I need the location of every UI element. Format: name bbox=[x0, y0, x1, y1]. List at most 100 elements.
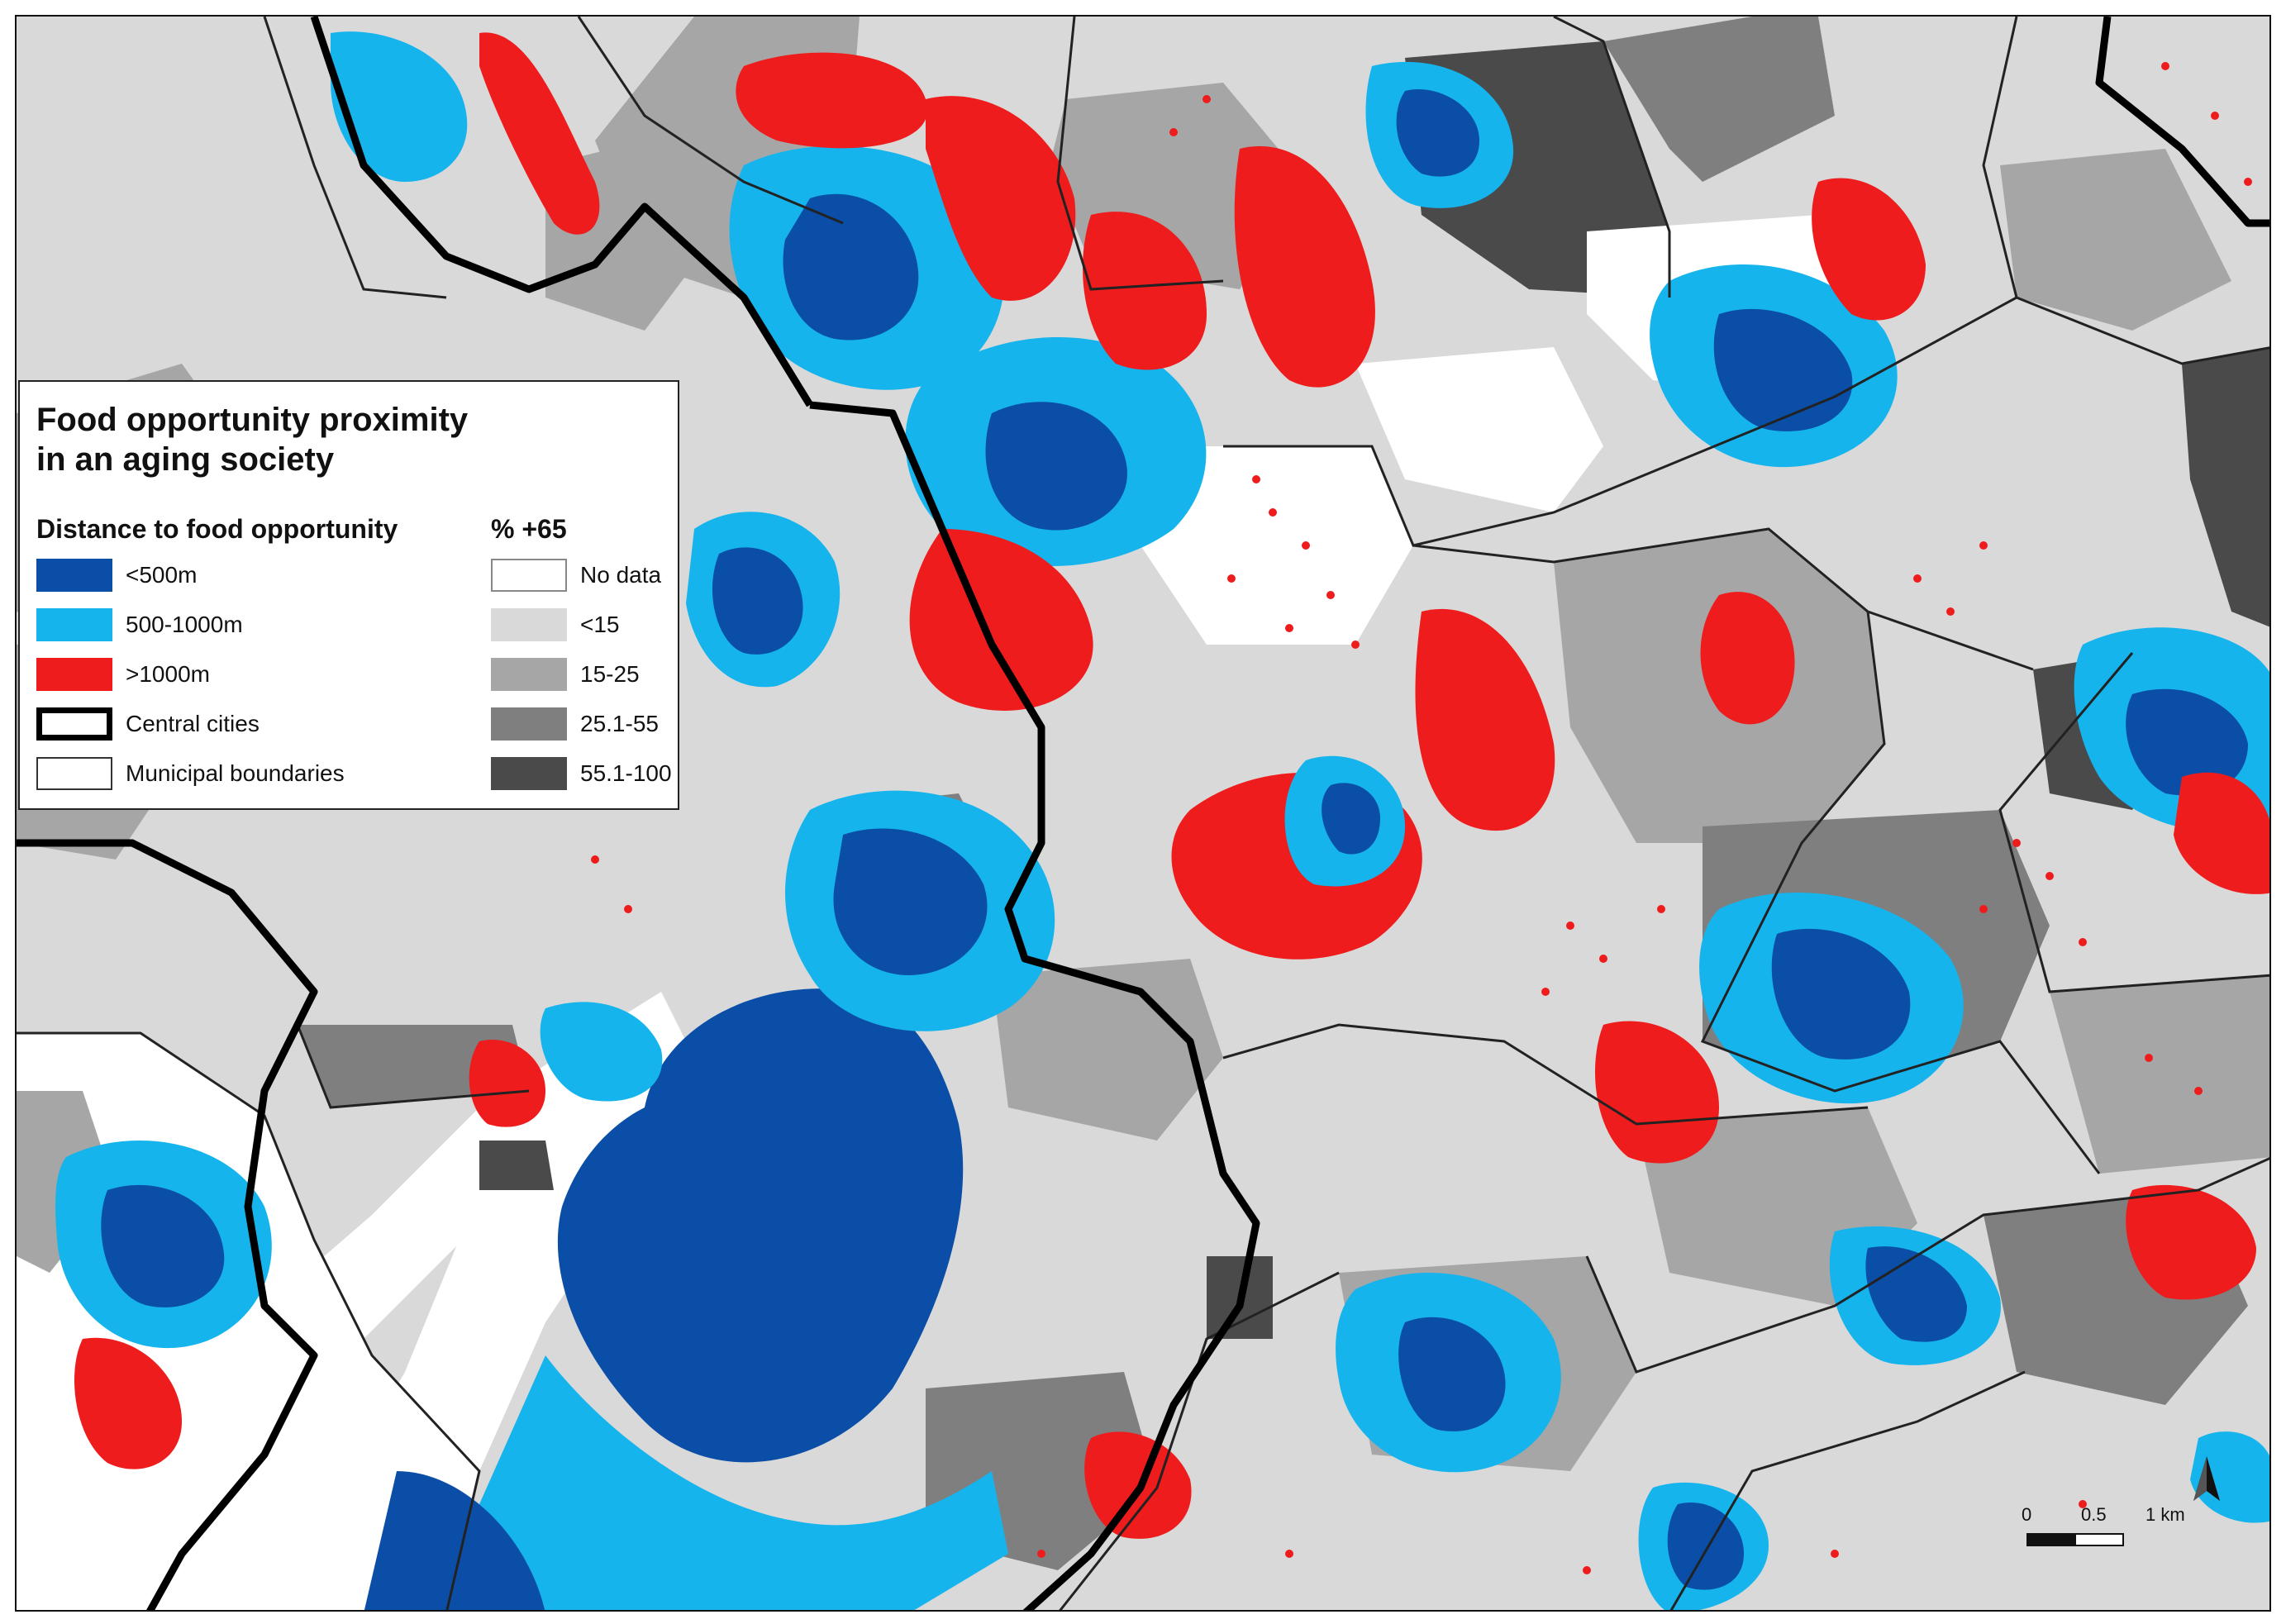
distance-area-over-1000m bbox=[479, 32, 600, 235]
red-point bbox=[1979, 541, 1988, 550]
red-point bbox=[1169, 128, 1178, 136]
distance-area-500-1000m bbox=[331, 31, 468, 182]
distance-area-over-1000m bbox=[2174, 772, 2269, 894]
distance-area-500-1000m bbox=[2190, 1431, 2269, 1523]
red-point bbox=[1657, 905, 1665, 913]
red-point bbox=[1252, 475, 1260, 483]
legend-label-municipal-boundaries: Municipal boundaries bbox=[126, 760, 345, 786]
legend-item-municipal-boundaries: Municipal boundaries bbox=[36, 755, 345, 792]
municipal-boundary-line bbox=[1700, 611, 2101, 1174]
legend-item-55-100: 55.1-100 bbox=[491, 755, 672, 792]
swatch-under-500m bbox=[36, 559, 112, 592]
red-point bbox=[1037, 1550, 1045, 1558]
scale-bar-graphic bbox=[2026, 1533, 2124, 1546]
distance-area-over-1000m bbox=[926, 96, 1076, 301]
red-point bbox=[2244, 178, 2252, 186]
swatch-over-1000m bbox=[36, 658, 112, 691]
legend-item-under-15: <15 bbox=[491, 607, 620, 643]
legend-label-15-25: 15-25 bbox=[580, 661, 640, 687]
scale-label-end: 1 km bbox=[2146, 1504, 2185, 1525]
central-city-boundary bbox=[809, 401, 1260, 1610]
central-city-boundary bbox=[310, 17, 813, 407]
red-point bbox=[1831, 1550, 1839, 1558]
red-point bbox=[591, 855, 599, 864]
distance-area-over-1000m bbox=[1234, 145, 1375, 388]
central-city-boundary bbox=[17, 839, 318, 1610]
legend-title: Food opportunity proximity in an aging s… bbox=[36, 400, 468, 479]
distance-area-over-1000m bbox=[1700, 592, 1795, 725]
distance-area-500-1000m bbox=[540, 1002, 663, 1102]
swatch-15-25 bbox=[491, 658, 567, 691]
distance-area-under-500m bbox=[1771, 928, 1911, 1060]
red-points bbox=[591, 62, 2252, 1574]
map-canvas bbox=[17, 17, 2269, 1610]
distance-heading: Distance to food opportunity bbox=[36, 514, 398, 544]
legend-title-line2: in an aging society bbox=[36, 441, 335, 478]
red-point bbox=[1979, 905, 1988, 913]
legend-label-55-100: 55.1-100 bbox=[580, 760, 672, 786]
age-heading: % +65 bbox=[491, 514, 567, 544]
swatch-central-cities bbox=[36, 707, 112, 741]
red-point bbox=[2211, 112, 2219, 120]
distance-area-under-500m bbox=[833, 828, 988, 975]
swatch-55-100 bbox=[491, 757, 567, 790]
municipal-boundary-line bbox=[17, 1031, 481, 1610]
red-point bbox=[1326, 591, 1335, 599]
district-polygon bbox=[479, 1141, 554, 1190]
district-polygon bbox=[2000, 149, 2231, 331]
red-point bbox=[2145, 1054, 2153, 1062]
district-polygon bbox=[1141, 446, 1413, 645]
municipal-boundary-line bbox=[1223, 296, 2017, 547]
legend-item-over-1000m: >1000m bbox=[36, 656, 210, 693]
red-point bbox=[1227, 574, 1236, 583]
swatch-municipal-boundaries bbox=[36, 757, 112, 790]
distance-area-over-1000m bbox=[74, 1337, 182, 1469]
distance-area-under-500m bbox=[712, 547, 803, 655]
municipal-boundaries bbox=[17, 17, 2269, 1610]
municipal-boundary-line bbox=[1585, 1157, 2269, 1374]
district-polygon bbox=[1355, 347, 1603, 512]
legend-item-15-25: 15-25 bbox=[491, 656, 640, 693]
distance-area-under-500m bbox=[1396, 89, 1479, 177]
legend-item-under-500m: <500m bbox=[36, 557, 197, 593]
legend-label-over-1000m: >1000m bbox=[126, 661, 210, 687]
red-point bbox=[1269, 508, 1277, 517]
red-point bbox=[1285, 1550, 1293, 1558]
legend-label-500-1000m: 500-1000m bbox=[126, 612, 243, 637]
red-point bbox=[2079, 1500, 2087, 1508]
red-point bbox=[1203, 95, 1211, 103]
district-polygon bbox=[2182, 347, 2269, 627]
distance-area-over-1000m bbox=[2126, 1184, 2256, 1300]
swatch-no-data bbox=[491, 559, 567, 592]
swatch-500-1000m bbox=[36, 608, 112, 641]
district-polygon bbox=[992, 959, 1223, 1141]
distance-area-over-1000m bbox=[909, 529, 1093, 711]
red-point bbox=[1351, 641, 1360, 649]
red-point bbox=[2012, 839, 2021, 847]
map-frame: Food opportunity proximity in an aging s… bbox=[15, 15, 2271, 1612]
distance-area-500-1000m bbox=[447, 1355, 1008, 1610]
municipal-boundary-line bbox=[1998, 652, 2269, 993]
municipal-boundary-line bbox=[1412, 527, 2034, 671]
municipal-boundary-line bbox=[296, 1024, 530, 1109]
legend-label-under-500m: <500m bbox=[126, 562, 198, 588]
swatch-under-15 bbox=[491, 608, 567, 641]
distance-area-over-1000m bbox=[469, 1040, 545, 1127]
distance-area-over-1000m bbox=[1415, 608, 1555, 831]
distance-area-over-1000m bbox=[1083, 212, 1207, 370]
red-point bbox=[624, 905, 632, 913]
map-legend: Food opportunity proximity in an aging s… bbox=[18, 380, 679, 810]
scale-label-mid: 0.5 bbox=[2081, 1504, 2107, 1525]
legend-item-central-cities: Central cities bbox=[36, 706, 260, 742]
legend-item-25-55: 25.1-55 bbox=[491, 706, 659, 742]
swatch-25-55 bbox=[491, 707, 567, 741]
distance-area-over-1000m bbox=[736, 52, 928, 149]
scale-label-0: 0 bbox=[2022, 1504, 2032, 1525]
central-city-boundaries bbox=[17, 17, 2269, 1610]
municipal-boundary-line bbox=[1059, 1271, 1340, 1610]
distance-area-under-500m bbox=[364, 1471, 545, 1610]
distance-polygons bbox=[55, 31, 2269, 1610]
legend-label-no-data: No data bbox=[580, 562, 662, 588]
central-city-boundary bbox=[2095, 17, 2269, 227]
municipal-boundary-line bbox=[1056, 17, 1224, 291]
